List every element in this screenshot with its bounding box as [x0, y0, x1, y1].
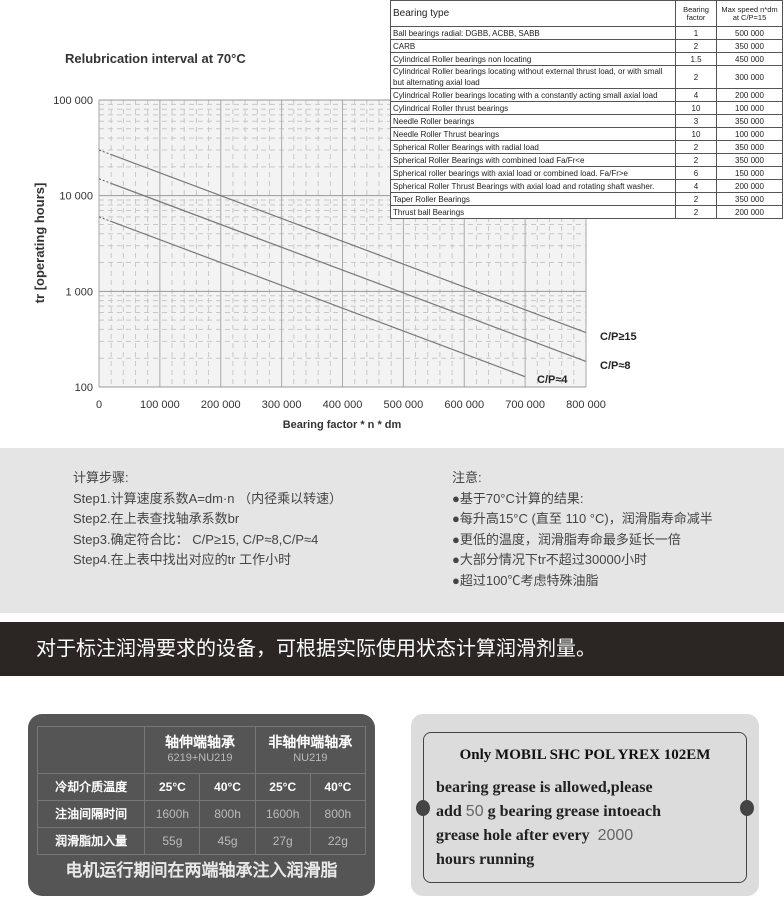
series-label: C/P≈8: [600, 360, 631, 372]
table-row: Cylindrical Roller bearings locating wit…: [390, 65, 783, 89]
table-row: Thrust ball Bearings 2 200 000: [390, 205, 783, 219]
x-tick-label: 0: [96, 399, 102, 411]
x-tick-label: 700 000: [505, 399, 545, 411]
steps-title: 计算步骤:: [73, 470, 129, 485]
table-row: Needle Roller Thrust bearings 10 100 000: [390, 127, 783, 141]
y-tick-label: 100 000: [53, 95, 93, 107]
table-row: Needle Roller bearings 3 350 000: [390, 114, 783, 128]
series-label: C/P≈4: [537, 374, 568, 386]
interval-hours: 2000: [597, 827, 634, 844]
note-item: ●每升高15°C (直至 110 °C)，润滑脂寿命减半: [452, 511, 713, 526]
y-tick-label: 10 000: [59, 191, 93, 203]
non-drive-end-header: 非轴伸端轴承 NU219: [254, 726, 367, 774]
note-item: ●更低的温度，润滑脂寿命最多延长一倍: [452, 531, 681, 547]
plate-line: hours running: [436, 851, 535, 868]
x-tick-label: 500 000: [383, 399, 423, 411]
banner: 对于标注润滑要求的设备，可根据实际使用状态计算润滑剂量。: [0, 622, 784, 676]
step-item: Step2.在上表查找轴承系数br: [73, 511, 240, 526]
series-line: [110, 154, 587, 334]
table-row: 润滑脂加入量 55g 45g 27g 22g: [36, 827, 367, 855]
plate-line: grease hole after every 2000: [436, 827, 634, 844]
x-tick-label: 100 000: [140, 399, 180, 411]
table-row: Ball bearings radial: DGBB, ACBB, SABB 1 5…: [390, 26, 783, 40]
chart-title: Relubrication interval at 70°C: [65, 51, 246, 66]
step-item: Step4.在上表中找出对应的tr 工作小时: [73, 552, 292, 567]
drive-end-header: 轴伸端轴承 6219+NU219: [144, 726, 256, 774]
series-line: [110, 220, 526, 378]
step-item: Step3.确定符合比： C/P≥15, C/P≈8,C/P≈4: [73, 531, 319, 547]
bearing-type-table: Bearing type Bearing factor Max speed n*dm…: [390, 0, 783, 219]
step-item: Step1.计算速度系数A=dm·n （内径乘以转速）: [73, 490, 343, 506]
empty-header-cell: [36, 726, 146, 774]
steps-column: 计算步骤: Step1.计算速度系数A=dm·n （内径乘以转速） Step2.…: [73, 468, 342, 571]
y-axis-label: tr [operating hours]: [32, 183, 47, 304]
table-row: Spherical Roller Bearings with combined …: [390, 153, 783, 167]
x-tick-label: 600 000: [444, 399, 484, 411]
screw-icon: [740, 800, 754, 816]
x-axis-label: Bearing factor * n * dm: [283, 419, 402, 431]
grease-amount: 50: [465, 803, 484, 820]
note-item: ●基于70°C计算的结果:: [452, 490, 584, 506]
table-row: 注油间隔时间 1600h 800h 1600h 800h: [36, 800, 367, 828]
table-row: Cylindrical Roller bearings locating wit…: [390, 88, 783, 102]
table-row: Taper Roller Bearings 2 350 000: [390, 192, 783, 206]
plate-line: bearing grease is allowed,please: [436, 779, 653, 796]
table-row: Cylindrical Roller thrust bearings 10 100 …: [390, 101, 783, 115]
grease-nameplate: Only MOBIL SHC POL YREX 102EM bearing gr…: [411, 714, 759, 896]
plate-title: Only MOBIL SHC POL YREX 102EM: [459, 747, 711, 763]
table-row: 冷却介质温度 25°C 40°C 25°C 40°C: [36, 773, 367, 801]
grease-schedule-table: 轴伸端轴承 6219+NU219 非轴伸端轴承 NU219 冷却介质温度 25°C 40…: [36, 726, 367, 855]
series-label: C/P≥15: [600, 331, 637, 343]
instructions-panel: 计算步骤: Step1.计算速度系数A=dm·n （内径乘以转速） Step2.…: [0, 448, 784, 613]
table-header: Bearing type Bearing factor Max speed n*dm…: [390, 0, 783, 27]
x-tick-label: 800 000: [566, 399, 606, 411]
notes-column: 注意: ●基于70°C计算的结果: ●每升高15°C (直至 110 °C)，润…: [452, 468, 713, 591]
note-item: ●大部分情况下tr不超过30000小时: [452, 552, 647, 567]
table-row: Spherical Roller Thrust Bearings with ax…: [390, 179, 783, 193]
plate-line: add 50 g bearing grease intoeach: [436, 803, 662, 820]
y-tick-label: 1 000: [65, 286, 93, 298]
x-tick-label: 400 000: [323, 399, 363, 411]
table-row: Cylindrical Roller bearings non locating…: [390, 52, 783, 66]
series-line: [110, 182, 587, 362]
note-item: ●超过100℃考虑特殊油脂: [452, 572, 599, 588]
x-tick-label: 200 000: [201, 399, 241, 411]
notes-title: 注意:: [452, 470, 482, 485]
table-row: Spherical roller bearings with axial loa…: [390, 166, 783, 180]
grease-card-footer: 电机运行期间在两端轴承注入润滑脂: [65, 861, 338, 880]
grease-schedule-card: 轴伸端轴承 6219+NU219 非轴伸端轴承 NU219 冷却介质温度 25°C 40…: [28, 714, 375, 896]
table-row: Spherical Roller Bearings with radial lo…: [390, 140, 783, 154]
table-row: CARB 2 350 000: [390, 39, 783, 53]
plate-text: bearing grease is allowed,please add 50 …: [424, 776, 746, 872]
plate-border: Only MOBIL SHC POL YREX 102EM bearing gr…: [423, 732, 747, 883]
x-tick-label: 300 000: [262, 399, 302, 411]
y-tick-label: 100: [75, 382, 93, 394]
